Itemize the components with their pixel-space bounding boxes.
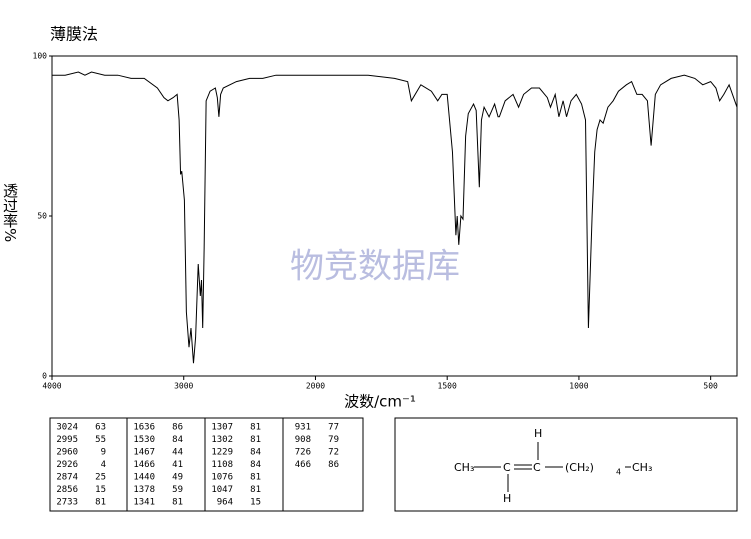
- peak-transmittance: 81: [250, 485, 261, 495]
- x-tick-label: 1000: [569, 382, 588, 391]
- peak-transmittance: 41: [172, 460, 183, 470]
- peak-transmittance: 86: [172, 423, 183, 433]
- peak-transmittance: 25: [95, 473, 106, 483]
- peak-transmittance: 15: [95, 485, 106, 495]
- peak-transmittance: 49: [172, 473, 183, 483]
- peak-wavenumber: 1108: [211, 460, 233, 470]
- peak-wavenumber: 964: [217, 498, 233, 508]
- structure-frame: [394, 417, 738, 512]
- y-tick-label: 50: [37, 212, 47, 221]
- structure-text: (CH₂): [565, 461, 594, 474]
- peak-transmittance: 84: [250, 460, 261, 470]
- x-tick-label: 4000: [42, 382, 61, 391]
- peak-wavenumber: 1302: [211, 435, 233, 445]
- peak-transmittance: 9: [101, 448, 106, 458]
- peak-wavenumber: 2733: [56, 498, 78, 508]
- peak-transmittance: 81: [250, 423, 261, 433]
- watermark: 物竞数据库: [290, 247, 460, 287]
- x-tick-label: 500: [703, 382, 718, 391]
- spectrum-line: [52, 71, 738, 364]
- peak-transmittance: 63: [95, 423, 106, 433]
- peak-transmittance: 77: [328, 423, 339, 433]
- peak-transmittance: 84: [250, 448, 261, 458]
- peak-wavenumber: 2960: [56, 448, 78, 458]
- peak-wavenumber: 1378: [133, 485, 155, 495]
- y-tick-label: 100: [33, 52, 48, 61]
- structure-text: C: [503, 461, 511, 474]
- peak-transmittance: 15: [250, 498, 261, 508]
- structure-text: 4: [616, 468, 621, 477]
- structure-text: H: [534, 427, 542, 440]
- peak-wavenumber: 1047: [211, 485, 233, 495]
- peak-transmittance: 81: [172, 498, 183, 508]
- peak-wavenumber: 1467: [133, 448, 155, 458]
- peak-transmittance: 86: [328, 460, 339, 470]
- peak-wavenumber: 466: [295, 460, 311, 470]
- peak-wavenumber: 2995: [56, 435, 78, 445]
- peak-wavenumber: 2926: [56, 460, 78, 470]
- peak-wavenumber: 726: [295, 448, 311, 458]
- peak-wavenumber: 1440: [133, 473, 155, 483]
- peak-wavenumber: 1076: [211, 473, 233, 483]
- peak-transmittance: 81: [250, 435, 261, 445]
- peak-transmittance: 79: [328, 435, 339, 445]
- peak-transmittance: 84: [172, 435, 183, 445]
- peak-wavenumber: 3024: [56, 423, 78, 433]
- structure-text: CH₃: [454, 461, 474, 474]
- chart-title: 薄膜法: [50, 25, 98, 44]
- structure-text: CH₃: [632, 461, 652, 474]
- peak-wavenumber: 1636: [133, 423, 155, 433]
- y-axis-label: 透过率%: [1, 183, 19, 242]
- peak-transmittance: 4: [101, 460, 106, 470]
- peak-transmittance: 55: [95, 435, 106, 445]
- peak-wavenumber: 1229: [211, 448, 233, 458]
- peak-wavenumber: 2874: [56, 473, 78, 483]
- peak-wavenumber: 908: [295, 435, 311, 445]
- structure-text: C: [533, 461, 541, 474]
- peak-wavenumber: 2856: [56, 485, 78, 495]
- x-tick-label: 2000: [306, 382, 325, 391]
- peak-table-frame: [49, 417, 364, 512]
- peak-wavenumber: 1307: [211, 423, 233, 433]
- peak-transmittance: 81: [95, 498, 106, 508]
- peak-table-dividers: [126, 418, 284, 511]
- structure-text: H: [503, 492, 511, 505]
- x-tick-label: 1500: [438, 382, 457, 391]
- peak-transmittance: 59: [172, 485, 183, 495]
- peak-transmittance: 72: [328, 448, 339, 458]
- x-axis-label: 波数/cm⁻¹: [344, 393, 416, 411]
- y-tick-label: 0: [42, 372, 47, 381]
- peak-wavenumber: 1466: [133, 460, 155, 470]
- peak-transmittance: 44: [172, 448, 183, 458]
- peak-wavenumber: 1341: [133, 498, 155, 508]
- peak-transmittance: 81: [250, 473, 261, 483]
- peak-wavenumber: 931: [295, 423, 311, 433]
- peak-wavenumber: 1530: [133, 435, 155, 445]
- structure-bonds: [474, 442, 631, 492]
- x-tick-label: 3000: [174, 382, 193, 391]
- plot-frame: [51, 55, 738, 377]
